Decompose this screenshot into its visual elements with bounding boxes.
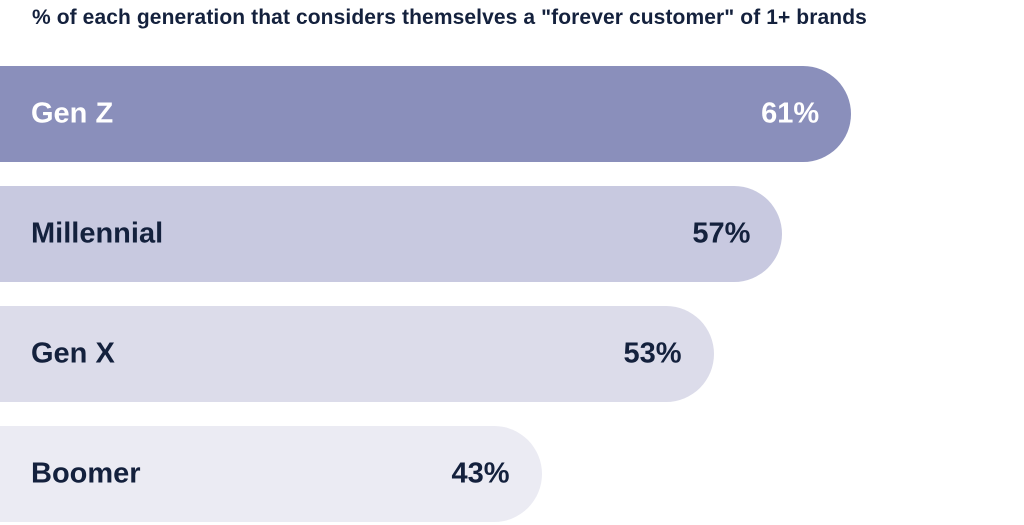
chart-title: % of each generation that considers them… xyxy=(32,6,867,29)
bar-millennial: Millennial 57% xyxy=(0,186,783,282)
value-label: 57% xyxy=(692,217,751,250)
category-label: Gen X xyxy=(31,337,115,370)
bar-boomer: Boomer 43% xyxy=(0,426,542,522)
value-label: 53% xyxy=(623,337,682,370)
value-label: 61% xyxy=(761,97,820,130)
category-label: Millennial xyxy=(31,217,164,250)
value-label: 43% xyxy=(451,457,510,490)
bar-gen-x: Gen X 53% xyxy=(0,306,714,402)
bar-gen-z: Gen Z 61% xyxy=(0,66,852,162)
category-label: Gen Z xyxy=(31,97,114,130)
category-label: Boomer xyxy=(31,457,141,490)
